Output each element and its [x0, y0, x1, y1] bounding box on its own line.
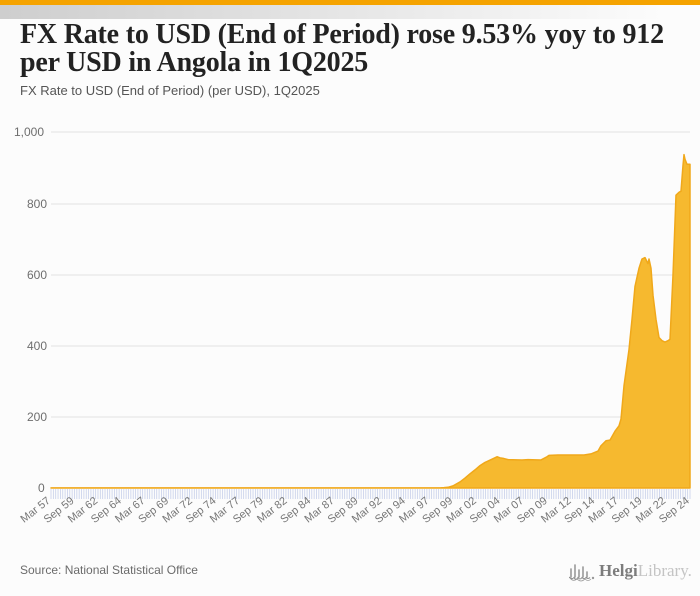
svg-text:600: 600 [27, 268, 47, 282]
svg-text:200: 200 [27, 410, 47, 424]
svg-text:0: 0 [38, 481, 45, 495]
svg-text:400: 400 [27, 339, 47, 353]
svg-text:800: 800 [27, 197, 47, 211]
svg-text:1,000: 1,000 [14, 125, 44, 139]
